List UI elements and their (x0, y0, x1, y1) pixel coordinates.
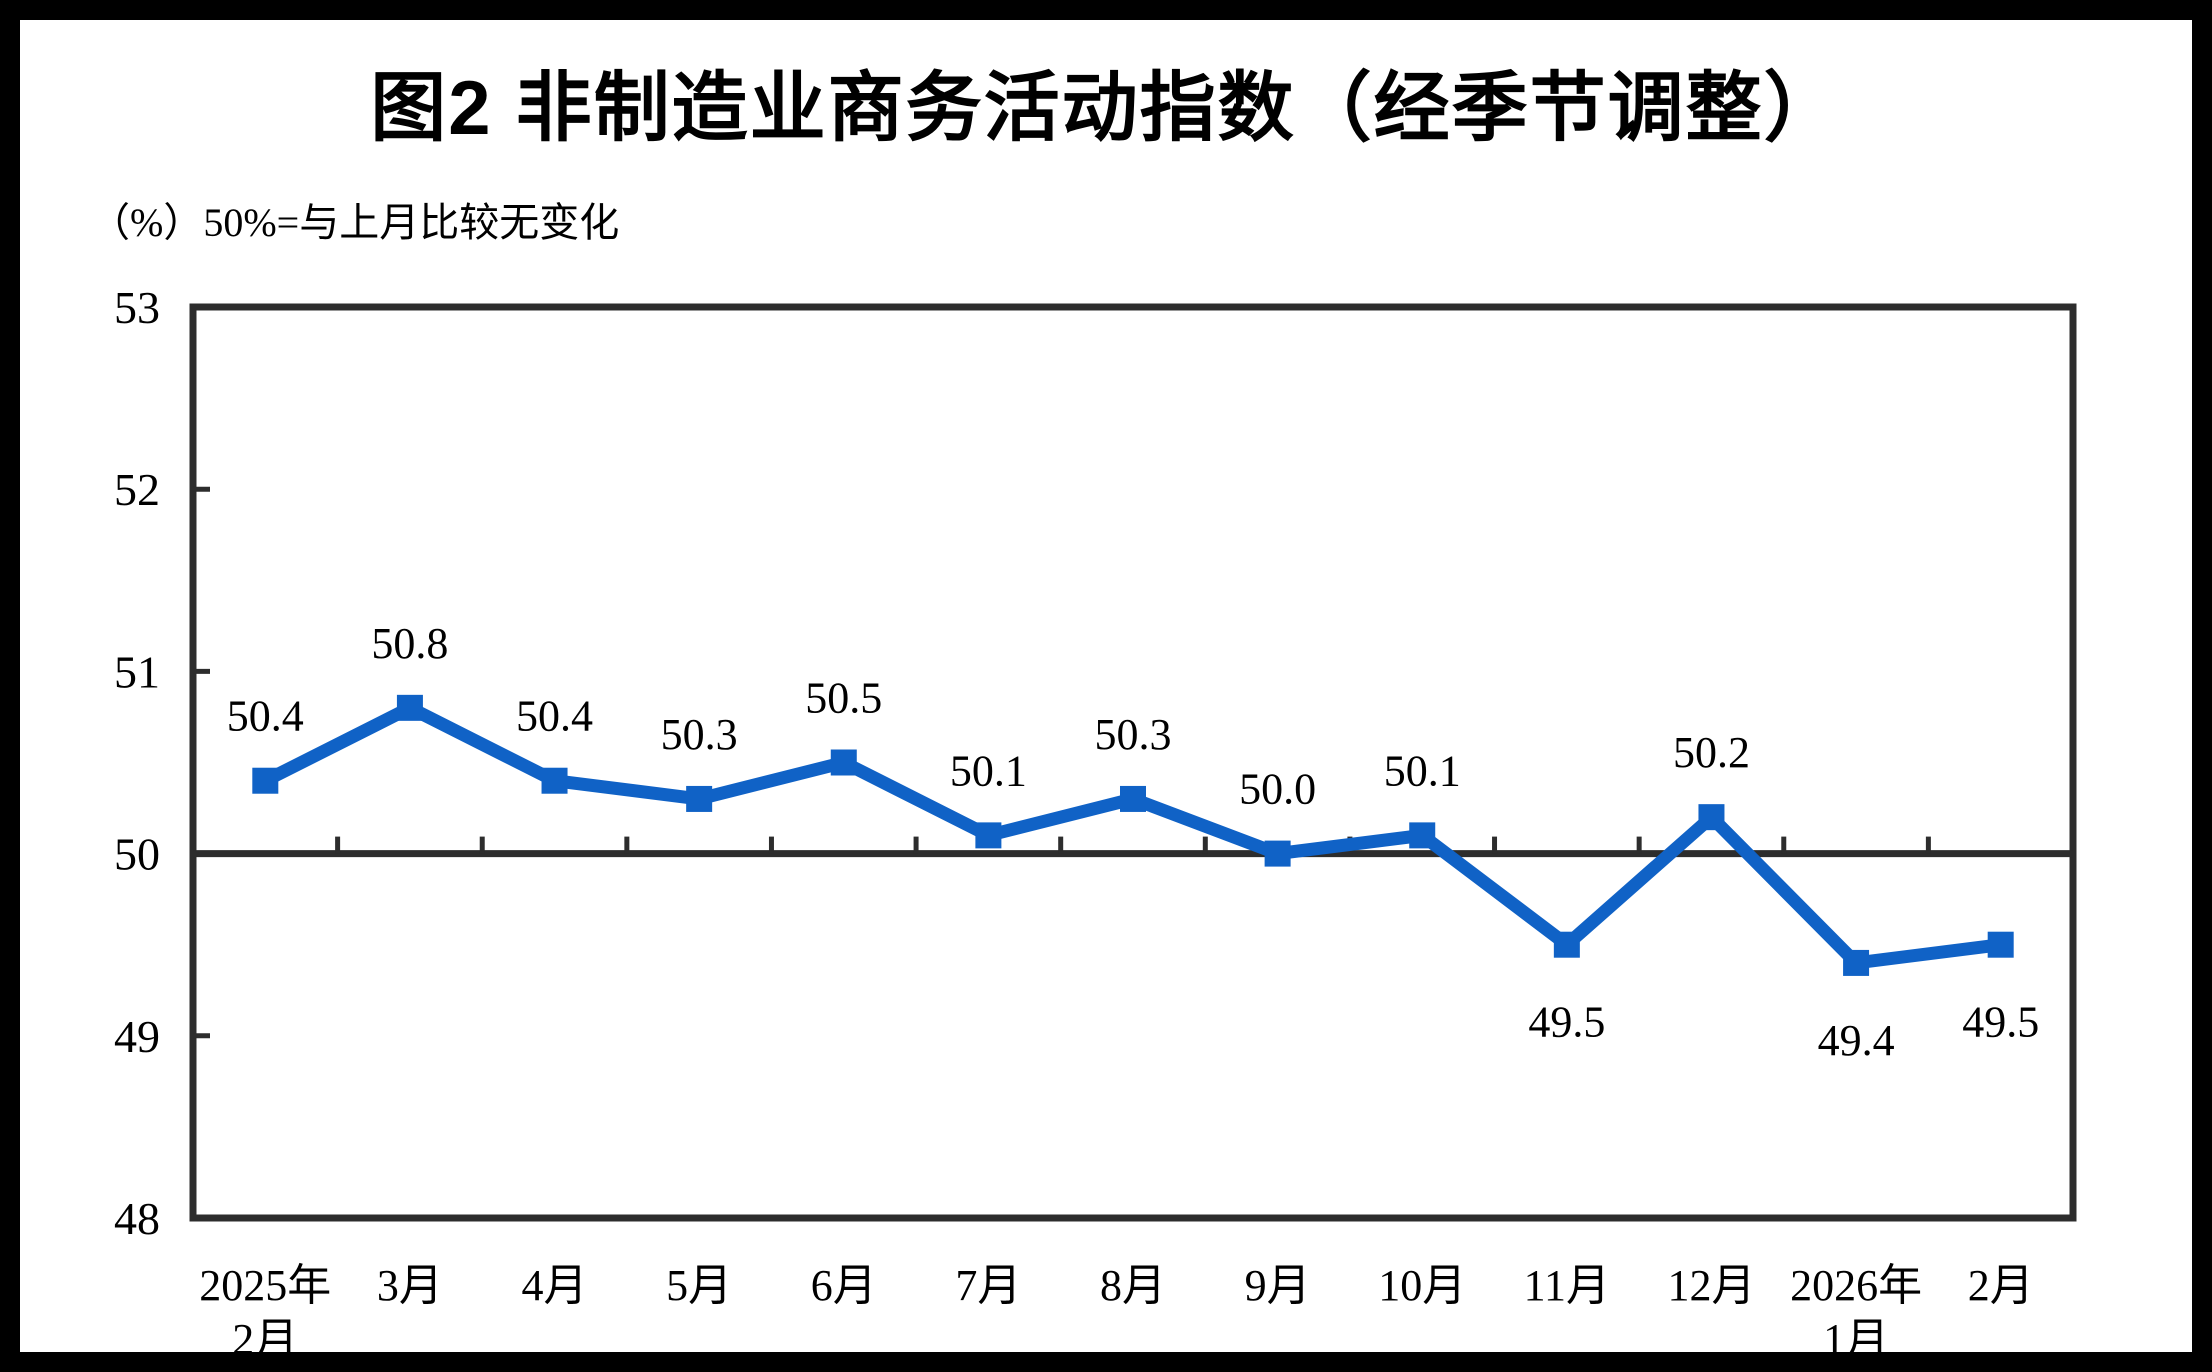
x-axis-tick-label: 3月 (377, 1261, 443, 1310)
data-point-marker-12月 (1698, 804, 1725, 831)
data-label-11月: 49.5 (1528, 998, 1605, 1047)
data-point-marker-8月 (1120, 785, 1146, 812)
data-point-marker-9月 (1264, 840, 1291, 867)
x-axis-tick-label: 4月 (522, 1261, 588, 1310)
y-axis-tick-label: 51 (114, 646, 160, 697)
data-label-12月: 50.2 (1673, 728, 1750, 777)
data-point-marker-10月 (1409, 822, 1436, 849)
data-point-marker-4月 (541, 767, 568, 794)
data-label-2026年1月: 49.4 (1818, 1016, 1895, 1065)
data-label-8月: 50.3 (1095, 710, 1172, 759)
x-axis-tick-label: 2026年 (1790, 1261, 1922, 1310)
x-axis-tick-label: 6月 (811, 1261, 877, 1310)
x-axis-tick-label: 12月 (1667, 1261, 1755, 1310)
data-label-3月: 50.8 (371, 619, 448, 668)
x-axis-tick-label: 8月 (1100, 1261, 1166, 1310)
data-point-marker-6月 (830, 749, 857, 776)
data-point-marker-7月 (975, 822, 1002, 849)
x-axis-tick-label: 7月 (955, 1261, 1021, 1310)
x-axis-tick-label: 10月 (1378, 1261, 1466, 1310)
data-label-9月: 50.0 (1239, 765, 1316, 814)
data-point-marker-2月 (1987, 931, 2014, 958)
data-label-2月: 49.5 (1962, 998, 2039, 1047)
data-label-7月: 50.1 (950, 746, 1027, 795)
y-axis-tick-label: 49 (114, 1011, 160, 1062)
line-chart: 48 49 50 51 52 53 2025年 2月 3月 4月 5月 6月 7月 8月 9月 10月 11月 1… (114, 282, 2077, 1364)
data-label-2025年2月: 50.4 (227, 692, 304, 741)
data-point-marker-5月 (686, 785, 713, 812)
y-axis-tick-label: 50 (114, 829, 160, 880)
x-axis-tick-label: 1月 (1823, 1315, 1889, 1364)
x-axis-tick-label: 2月 (232, 1315, 298, 1364)
x-axis-tick-label: 5月 (666, 1261, 732, 1310)
y-axis-tick-label: 53 (114, 282, 160, 333)
y-axis-tick-label: 48 (114, 1193, 160, 1244)
data-label-10月: 50.1 (1384, 746, 1461, 795)
data-point-marker-2026年1月 (1843, 949, 1870, 976)
plot-frame (189, 303, 2077, 1222)
chart-title: 图2 非制造业商务活动指数（经季节调整） (370, 66, 1842, 151)
x-axis-tick-label: 11月 (1524, 1261, 1610, 1310)
data-point-marker-3月 (396, 694, 423, 721)
data-label-4月: 50.4 (516, 692, 593, 741)
x-axis-tick-label: 2025年 (199, 1261, 331, 1310)
data-point-marker-11月 (1553, 931, 1580, 958)
axis-unit-note: （%）50%=与上月比较无变化 (90, 200, 620, 245)
x-axis-tick-label: 2月 (1968, 1261, 2034, 1310)
data-point-marker-2025年2月 (252, 767, 279, 794)
data-label-6月: 50.5 (805, 674, 882, 723)
data-label-5月: 50.3 (661, 710, 738, 759)
y-axis-tick-label: 52 (114, 464, 160, 515)
x-axis-tick-label: 9月 (1245, 1261, 1311, 1310)
